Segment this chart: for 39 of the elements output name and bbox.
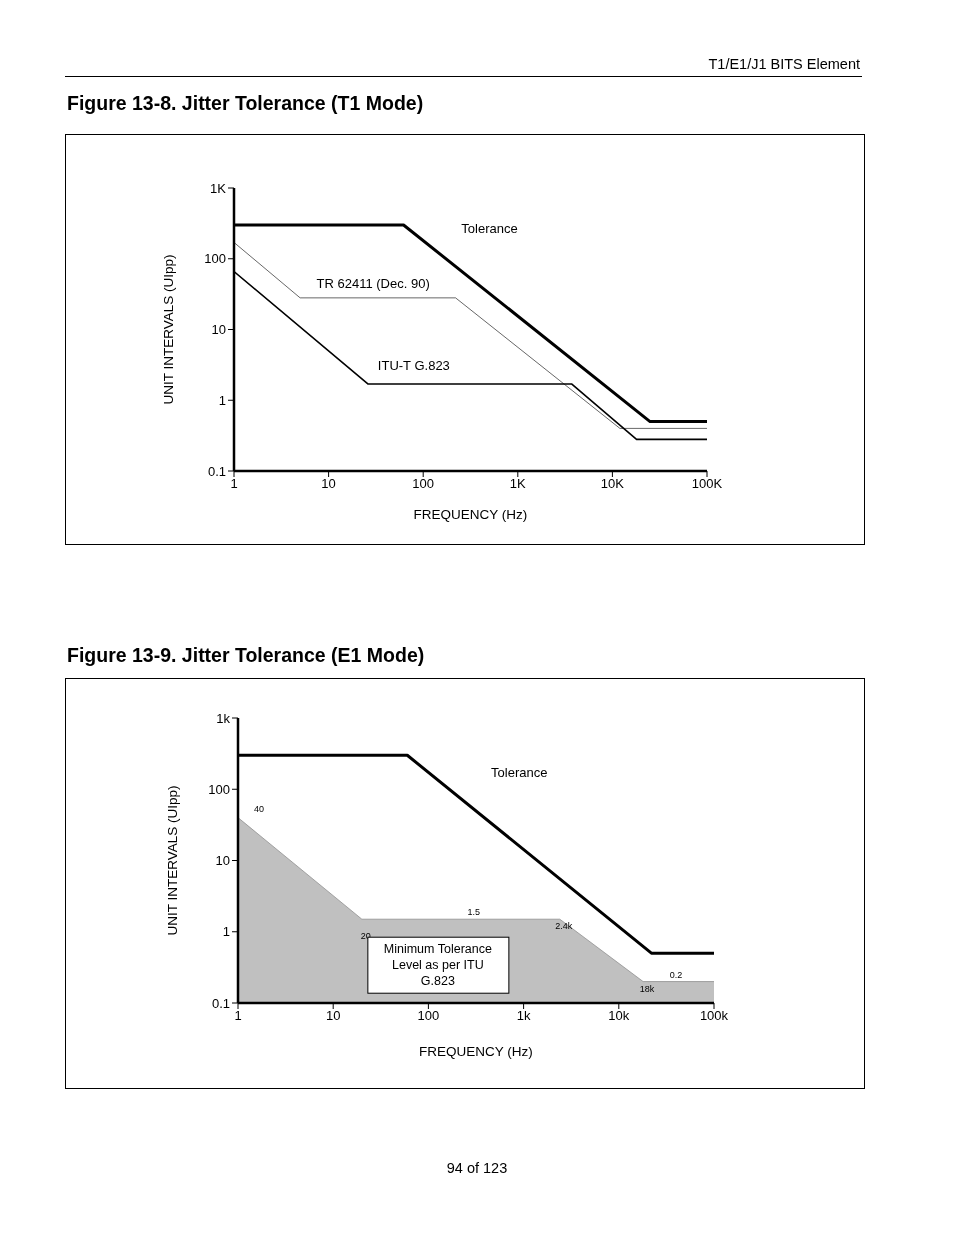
text: T1/E1/J1 BITS Element — [708, 56, 860, 72]
y-tick-label: 10 — [215, 853, 230, 869]
x-tick-label: 10 — [325, 1008, 341, 1024]
y-tick-label: 100 — [208, 781, 230, 797]
series-label: ITU-T G.823 — [377, 357, 450, 373]
annotation: 1.5 — [467, 907, 481, 918]
y-tick-label: 0.1 — [207, 463, 226, 479]
x-tick-label: 100k — [699, 1008, 729, 1024]
y-tick-label: 1 — [222, 924, 230, 940]
x-tick-label: 100 — [412, 476, 435, 492]
series-label: Minimum Tolerance Level as per ITU G.823 — [383, 942, 492, 989]
text: Tolerance — [491, 765, 548, 781]
x-axis-title: FREQUENCY (Hz) — [413, 507, 528, 522]
annotation: 40 — [254, 803, 265, 814]
annotation: 2.4k — [555, 921, 573, 932]
x-tick-label: 100 — [417, 1008, 440, 1024]
x-tick-label: 10 — [321, 476, 336, 492]
chart-title: Figure 13-8. Jitter Tolerance (T1 Mode) — [67, 92, 424, 115]
y-tick-label: 10 — [211, 322, 226, 338]
x-tick-label: 1K — [509, 476, 527, 492]
y-tick-label: 1k — [216, 710, 231, 726]
annotation: 0.2 — [669, 969, 683, 980]
x-tick-label: 1 — [234, 1008, 242, 1024]
x-tick-label: 10K — [600, 476, 625, 492]
x-tick-label: 1k — [516, 1008, 531, 1024]
y-tick-label: 100 — [204, 251, 226, 267]
x-tick-label: 10k — [608, 1008, 630, 1024]
y-axis-title: UNIT INTERVALS (UIpp) — [164, 785, 180, 936]
y-axis-title: UNIT INTERVALS (UIpp) — [160, 254, 176, 405]
y-tick-label: 1K — [210, 180, 227, 196]
x-axis-title: FREQUENCY (Hz) — [419, 1044, 533, 1059]
annotation: 18k — [639, 983, 655, 994]
series-label: TR 62411 (Dec. 90) — [316, 275, 430, 291]
y-tick-label: 0.1 — [211, 995, 230, 1011]
x-tick-label: 100K — [691, 476, 723, 492]
text: 94 of 123 — [445, 1160, 509, 1176]
chart-title: Figure 13-9. Jitter Tolerance (E1 Mode) — [67, 644, 425, 667]
text: Tolerance — [461, 220, 518, 236]
y-tick-label: 1 — [218, 392, 226, 408]
